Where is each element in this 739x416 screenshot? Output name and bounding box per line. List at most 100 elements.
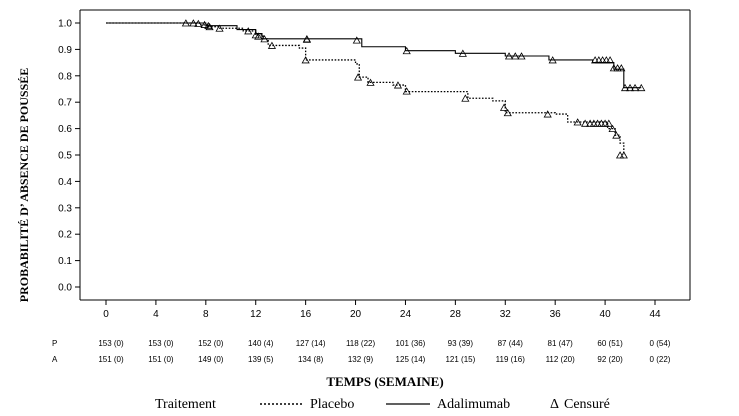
censor-mark-adalimumab <box>302 35 311 43</box>
censor-mark-adalimumab <box>617 64 626 72</box>
risk-cell: 140 (4) <box>248 339 274 348</box>
censor-mark-placebo <box>461 94 470 102</box>
censor-mark-placebo <box>244 27 253 35</box>
legend-title: Traitement <box>155 397 216 412</box>
legend-placebo-label: Placebo <box>310 397 354 412</box>
y-tick-label: 0.2 <box>58 230 72 241</box>
x-tick-label: 28 <box>450 309 462 320</box>
censor-mark-adalimumab <box>620 83 630 92</box>
censor-mark-placebo <box>205 22 214 31</box>
legend: Traitement Placebo Adalimumab Δ Censuré <box>155 397 610 412</box>
risk-row-label: A <box>52 355 58 364</box>
y-ticks: 0.0 0.1 0.2 0.3 0.4 0.5 0.6 0.7 0.8 0.9 1.0 <box>58 19 80 294</box>
censor-mark-placebo <box>393 81 403 89</box>
censor-mark-adalimumab <box>402 46 411 55</box>
x-tick-label: 4 <box>153 309 159 320</box>
risk-cell: 119 (16) <box>496 355 526 364</box>
risk-cell: 125 (14) <box>396 355 426 364</box>
censor-mark-placebo <box>543 110 552 118</box>
censor-mark-placebo <box>181 19 190 27</box>
y-axis-label: PROBABILITÉ D’ ABSENCE DE POUSSÉE <box>17 68 31 303</box>
x-tick-label: 20 <box>350 309 362 320</box>
x-tick-label: 16 <box>300 309 312 320</box>
censor-mark-adalimumab <box>548 56 557 64</box>
risk-cell: 152 (0) <box>198 339 224 348</box>
censor-mark-placebo <box>267 41 277 49</box>
censor-mark-adalimumab <box>511 52 520 60</box>
y-tick-label: 0.9 <box>58 45 72 56</box>
censor-mark-placebo <box>619 151 628 159</box>
risk-cell: 81 (47) <box>548 339 574 348</box>
risk-cell: 132 (9) <box>348 355 374 364</box>
censor-mark-placebo <box>608 124 617 132</box>
legend-censored-label: Censuré <box>564 397 610 412</box>
series-line-adalimumab <box>106 22 642 89</box>
y-tick-label: 0.5 <box>58 151 72 162</box>
risk-cell: 60 (51) <box>597 339 623 348</box>
risk-cell: 112 (20) <box>546 355 576 364</box>
x-tick-label: 36 <box>550 309 562 320</box>
risk-cell: 151 (0) <box>148 355 174 364</box>
risk-cell: 153 (0) <box>148 339 174 348</box>
risk-cell: 0 (54) <box>650 339 671 348</box>
censor-mark-placebo <box>402 87 411 95</box>
x-tick-label: 0 <box>103 309 109 320</box>
axes <box>79 9 691 301</box>
censor-mark-placebo <box>573 118 582 126</box>
censor-mark-placebo <box>581 119 590 127</box>
censor-mark-placebo <box>301 56 310 64</box>
risk-cell: 101 (36) <box>396 339 426 348</box>
censor-mark-adalimumab <box>204 21 213 30</box>
risk-row-label: P <box>52 339 57 348</box>
y-tick-label: 0.6 <box>58 124 72 135</box>
risk-cell: 0 (22) <box>650 355 671 364</box>
y-tick-label: 0.0 <box>58 283 72 294</box>
risk-cell: 153 (0) <box>98 339 124 348</box>
survival-curves <box>106 22 642 155</box>
censor-mark-placebo <box>604 119 613 127</box>
censor-mark-placebo <box>612 131 621 139</box>
risk-cell: 87 (44) <box>498 339 524 348</box>
censor-mark-adalimumab <box>504 52 514 60</box>
censor-mark-placebo <box>215 24 224 32</box>
risk-cell: 151 (0) <box>98 355 124 364</box>
risk-cell: 127 (14) <box>296 339 326 348</box>
censor-marks <box>181 19 646 159</box>
x-tick-label: 40 <box>600 309 612 320</box>
censor-mark-adalimumab <box>352 36 361 44</box>
censor-mark-placebo <box>503 108 512 117</box>
censor-mark-placebo <box>260 35 269 43</box>
risk-cell: 149 (0) <box>198 355 224 364</box>
x-tick-label: 8 <box>203 309 209 320</box>
risk-cell: 92 (20) <box>597 355 623 364</box>
censor-mark-adalimumab <box>605 56 615 64</box>
censor-mark-adalimumab <box>254 32 263 40</box>
x-ticks: 0 4 8 12 16 20 24 28 32 36 40 44 <box>103 300 661 320</box>
legend-adalimumab-label: Adalimumab <box>437 397 510 412</box>
censor-mark-placebo <box>499 103 509 111</box>
censor-mark-adalimumab <box>630 83 640 92</box>
x-tick-label: 12 <box>250 309 262 320</box>
y-tick-label: 0.1 <box>58 256 72 267</box>
legend-censored-symbol: Δ <box>550 397 559 412</box>
risk-cell: 121 (15) <box>445 355 475 364</box>
x-axis-label: TEMPS (SEMAINE) <box>326 374 443 389</box>
censor-mark-placebo <box>194 19 203 27</box>
risk-cell: 139 (5) <box>248 355 274 364</box>
y-tick-label: 0.7 <box>58 98 72 109</box>
risk-table: P 153 (0) 153 (0) 152 (0) 140 (4) 127 (14) 118… <box>52 339 671 364</box>
x-tick-label: 44 <box>649 309 661 320</box>
series-line-placebo <box>106 22 625 155</box>
x-tick-label: 24 <box>400 309 412 320</box>
y-tick-label: 0.4 <box>58 177 72 188</box>
censor-mark-placebo <box>366 78 375 86</box>
risk-cell: 118 (22) <box>346 339 376 348</box>
y-tick-label: 1.0 <box>58 19 72 30</box>
censor-mark-adalimumab <box>637 83 646 92</box>
censor-mark-placebo <box>189 19 198 27</box>
censor-mark-adalimumab <box>625 83 635 92</box>
censor-mark-placebo <box>200 20 209 28</box>
risk-cell: 93 (39) <box>448 339 474 348</box>
y-tick-label: 0.3 <box>58 203 72 214</box>
